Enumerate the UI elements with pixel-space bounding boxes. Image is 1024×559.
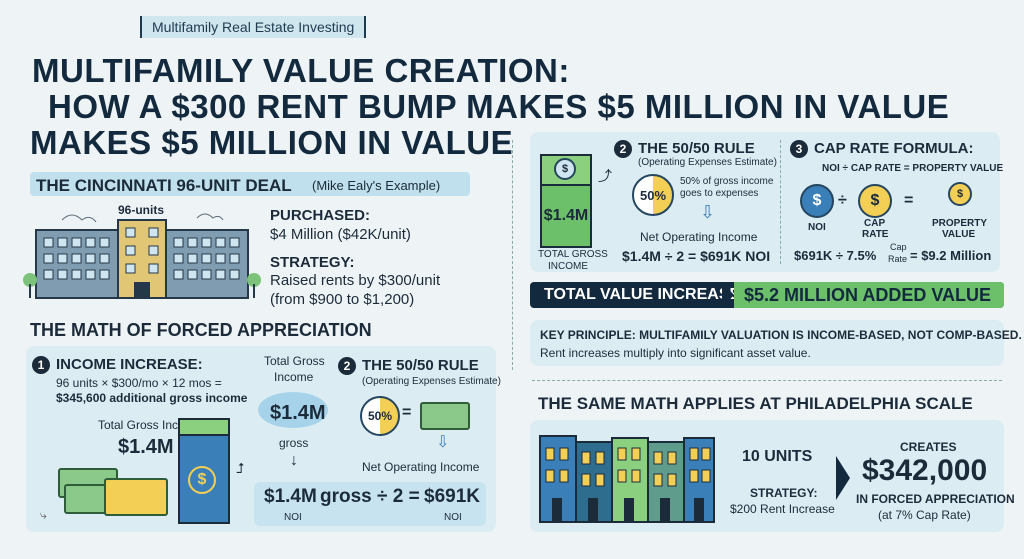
cap-title: CAP RATE FORMULA: — [814, 140, 974, 157]
step-1-number: 1 — [32, 356, 50, 374]
rule-coin-icon: $ — [554, 158, 576, 180]
equation-middle: gross ÷ 2 = — [320, 486, 420, 507]
cap-calc-b: = $9.2 Million — [910, 248, 992, 263]
equation-left: $1.4M — [264, 486, 317, 507]
philly-strategy-value: $200 Rent Increase — [730, 502, 835, 516]
cap-number: 3 — [790, 140, 808, 158]
deal-heading: THE CINCINNATI 96-UNIT DEAL — [36, 176, 292, 195]
middle-value: $1.4M — [270, 402, 326, 424]
step-2-number: 2 — [338, 357, 356, 375]
philly-cap-note: (at 7% Cap Rate) — [878, 508, 971, 522]
strategy-detail: (from $900 to $1,200) — [270, 291, 415, 308]
philly-strategy-label: STRATEGY: — [750, 486, 818, 500]
middle-label-2: Income — [274, 370, 314, 384]
middle-label-1: Total Gross — [264, 354, 325, 368]
total-gross-label: Total Gross Income — [98, 418, 202, 432]
step-2-sub: (Operating Expenses Estimate) — [362, 376, 501, 387]
apartment-building-icon — [22, 200, 262, 300]
equation-noi-left: NOI — [284, 512, 302, 523]
cap-rate-coin-icon: $ — [858, 184, 892, 218]
gross-block — [178, 434, 230, 524]
title-line-1: MULTIFAMILY VALUE CREATION: — [32, 52, 570, 89]
cash-bill-icon — [420, 402, 470, 430]
cap-calc-a: $691K ÷ 7.5% — [794, 248, 877, 263]
arrow-down-icon-2: ⇩ — [436, 434, 450, 451]
rule-sub: (Operating Expenses Estimate) — [638, 157, 777, 168]
rule-pie-note-2: goes to expenses — [680, 188, 759, 199]
dollar-coin-icon: $ — [188, 466, 216, 494]
step-2-title: THE 50/50 RULE — [362, 357, 479, 374]
principle-line-1: KEY PRINCIPLE: MULTIFAMILY VALUATION IS … — [540, 328, 1022, 342]
noi-coin-icon: $ — [800, 184, 834, 218]
step-1-title: INCOME INCREASE: — [56, 356, 203, 373]
principle-line-2: Rent increases multiply into significant… — [540, 346, 811, 360]
rule-arrow-down-icon: ⇩ — [700, 202, 716, 222]
total-value-amount: $5.2 MILLION ADDED VALUE — [744, 285, 992, 305]
cap-rate-label-1: CAP — [864, 218, 886, 229]
pie-50-icon: 50% — [360, 396, 400, 436]
title-line-3: MAKES $5 MILLION IN VALUE — [30, 124, 514, 161]
category-tag: Multifamily Real Estate Investing — [140, 16, 367, 38]
strategy-label: STRATEGY: — [270, 254, 355, 271]
center-divider — [512, 140, 513, 370]
total-gross-value: $1.4M — [118, 436, 174, 458]
rule-pie-icon: 50% — [632, 174, 674, 216]
rule-noi-eq: $1.4M ÷ 2 = $691K NOI — [622, 248, 771, 264]
philly-arrow-icon — [836, 456, 850, 500]
purchased-value: $4 Million ($42K/unit) — [270, 226, 411, 243]
philly-units: 10 UNITS — [742, 448, 813, 465]
arrow-down-icon: ↓ — [290, 452, 298, 469]
deal-credit: (Mike Ealy's Example) — [312, 178, 441, 193]
arrow-right-icon: ⮥ — [236, 460, 245, 476]
equation-noi-right: NOI — [444, 512, 462, 523]
step-1-line-1: 96 units × $300/mo × 12 mos = — [56, 376, 222, 390]
philly-amount: $342,000 — [862, 454, 988, 487]
cap-divide-sign: ÷ — [838, 192, 847, 209]
strategy-value: Raised rents by $300/unit — [270, 272, 441, 289]
middle-gross: gross — [279, 436, 309, 450]
rule-number: 2 — [614, 140, 632, 158]
total-value-label: TOTAL VALUE INCREASE: — [544, 286, 746, 303]
philly-creates: CREATES — [900, 440, 957, 454]
rule-title: THE 50/50 RULE — [638, 140, 755, 157]
philly-divider — [532, 380, 1002, 381]
cap-prop-label-2: VALUE — [942, 229, 976, 240]
rule-cap-divider — [780, 140, 781, 264]
cap-formula: NOI ÷ CAP RATE = PROPERTY VALUE — [822, 163, 1004, 174]
total-value-arrow-icon — [722, 282, 734, 308]
equation-box — [254, 482, 486, 526]
cap-equals-sign: = — [904, 192, 914, 209]
property-value-hand-icon: $ — [948, 182, 972, 206]
rule-block-label-2: INCOME — [548, 261, 588, 272]
rule-arrow-icon: ⤴ — [598, 168, 612, 184]
rule-block-value: $1.4M — [540, 184, 592, 248]
equation-right: $691K — [424, 486, 480, 507]
dotted-arrow-icon: ⤷ — [40, 508, 47, 522]
cap-prop-label-1: PROPERTY — [932, 218, 988, 229]
purchased-label: PURCHASED: — [270, 207, 371, 224]
cap-calc-cap-1: Cap — [890, 242, 907, 252]
philly-heading: THE SAME MATH APPLIES AT PHILADELPHIA SC… — [538, 394, 973, 413]
equals-sign: = — [402, 404, 412, 421]
rule-noi-label: Net Operating Income — [640, 230, 758, 244]
cap-calc-cap-2: Rate — [888, 254, 908, 264]
units-label: 96-units — [118, 203, 165, 217]
rowhouses-icon — [536, 428, 720, 526]
math-heading: THE MATH OF FORCED APPRECIATION — [30, 320, 372, 340]
cap-rate-label-2: RATE — [862, 229, 889, 240]
cap-noi-label: NOI — [808, 222, 826, 233]
gold-bar-icon — [104, 478, 168, 516]
step-2-noi-label: Net Operating Income — [362, 460, 480, 474]
philly-forced: IN FORCED APPRECIATION — [856, 492, 1015, 506]
splash-icon — [258, 392, 328, 428]
step-1-line-2: $345,600 additional gross income — [56, 391, 248, 405]
title-line-2: HOW A $300 RENT BUMP MAKES $5 MILLION IN… — [48, 88, 950, 125]
rule-block-label-1: TOTAL GROSS — [538, 249, 608, 260]
principle-panel — [530, 320, 1004, 366]
rule-cap-panel — [530, 132, 1000, 272]
total-value-green — [734, 282, 1004, 308]
rule-pie-note-1: 50% of gross income — [680, 176, 774, 187]
deal-header-bar — [30, 172, 470, 196]
